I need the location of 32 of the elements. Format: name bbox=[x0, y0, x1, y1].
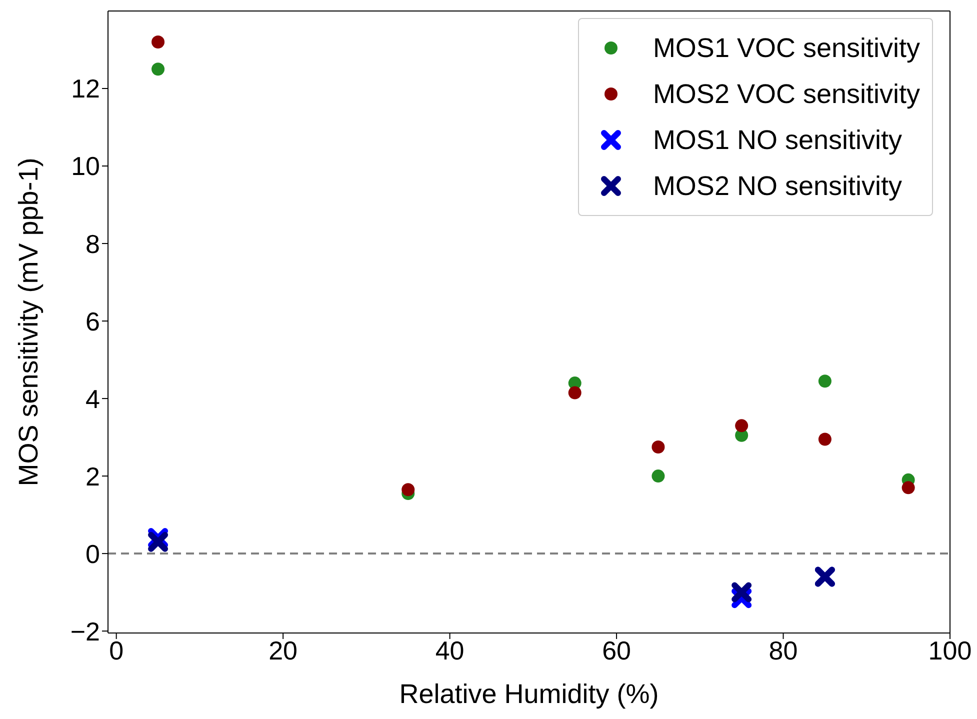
point bbox=[152, 36, 165, 49]
point bbox=[402, 483, 415, 496]
point bbox=[902, 481, 915, 494]
point bbox=[652, 470, 665, 483]
legend-label: MOS1 NO sensitivity bbox=[652, 124, 902, 156]
legend-label: MOS1 VOC sensitivity bbox=[652, 32, 920, 64]
x-tick-label: 40 bbox=[435, 635, 464, 666]
point bbox=[148, 532, 168, 552]
x-axis-title: Relative Humidity (%) bbox=[399, 679, 659, 709]
y-tick-label: 4 bbox=[86, 384, 100, 414]
y-tick-label: 0 bbox=[86, 538, 100, 569]
point bbox=[152, 62, 165, 76]
x-tick-label: 60 bbox=[602, 635, 631, 666]
y-tick-label: 6 bbox=[86, 306, 100, 336]
legend-label: MOS2 NO sensitivity bbox=[652, 170, 902, 202]
x-tick-label: 100 bbox=[928, 635, 972, 666]
x-tick-label: 20 bbox=[268, 635, 298, 666]
y-tick-label: 8 bbox=[86, 228, 100, 259]
y-tick-label: 2 bbox=[86, 461, 100, 492]
legend-label: MOS2 VOC sensitivity bbox=[652, 78, 920, 110]
point bbox=[735, 419, 748, 432]
x-tick-label: 80 bbox=[768, 635, 798, 666]
point bbox=[652, 440, 665, 454]
y-tick-label: 12 bbox=[71, 74, 100, 104]
point bbox=[818, 374, 832, 388]
y-tick-label: −2 bbox=[70, 616, 100, 646]
point bbox=[568, 386, 582, 400]
x-tick-label: 0 bbox=[109, 635, 124, 666]
point bbox=[732, 582, 752, 602]
y-axis-title: MOS sensitivity (mV ppb-1) bbox=[14, 158, 44, 486]
point bbox=[818, 432, 832, 446]
y-tick-label: 10 bbox=[71, 151, 100, 182]
